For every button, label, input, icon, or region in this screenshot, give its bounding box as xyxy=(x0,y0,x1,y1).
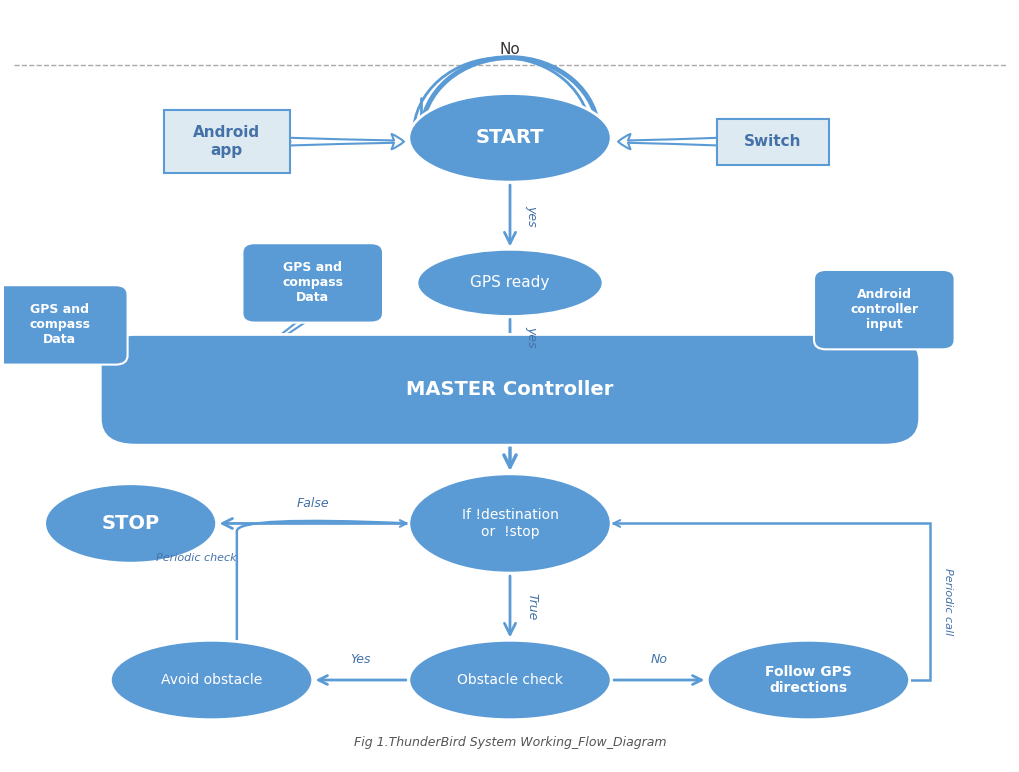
Text: Obstacle check: Obstacle check xyxy=(457,673,562,687)
Text: yes: yes xyxy=(525,205,538,226)
Text: No: No xyxy=(499,42,520,57)
Text: Switch: Switch xyxy=(744,134,801,149)
Text: GPS and
compass
Data: GPS and compass Data xyxy=(282,262,342,304)
Text: STOP: STOP xyxy=(102,514,160,533)
Text: True: True xyxy=(525,593,538,621)
Text: Follow GPS
directions: Follow GPS directions xyxy=(764,665,851,695)
Text: START: START xyxy=(475,128,544,147)
Ellipse shape xyxy=(409,640,610,720)
Text: Fig 1.ThunderBird System Working_Flow_Diagram: Fig 1.ThunderBird System Working_Flow_Di… xyxy=(354,736,665,749)
Text: No: No xyxy=(650,653,667,666)
Ellipse shape xyxy=(706,640,909,720)
Text: Android
controller
input: Android controller input xyxy=(850,288,917,331)
Ellipse shape xyxy=(110,640,313,720)
Ellipse shape xyxy=(417,249,602,317)
Ellipse shape xyxy=(409,93,610,182)
Text: GPS and
compass
Data: GPS and compass Data xyxy=(30,303,91,347)
Text: Periodic check: Periodic check xyxy=(156,553,236,563)
Text: GPS ready: GPS ready xyxy=(470,276,549,290)
Text: Periodic call: Periodic call xyxy=(943,568,952,635)
Text: yes: yes xyxy=(525,327,538,348)
Text: Android
app: Android app xyxy=(193,125,260,157)
FancyBboxPatch shape xyxy=(100,334,919,445)
Text: MASTER Controller: MASTER Controller xyxy=(406,381,613,399)
FancyBboxPatch shape xyxy=(243,243,383,323)
Ellipse shape xyxy=(409,474,610,573)
Text: Yes: Yes xyxy=(351,653,371,666)
Ellipse shape xyxy=(45,484,216,563)
Text: If !destination
or  !stop: If !destination or !stop xyxy=(462,508,557,539)
FancyBboxPatch shape xyxy=(163,110,289,173)
FancyBboxPatch shape xyxy=(813,270,954,350)
Text: Avoid obstacle: Avoid obstacle xyxy=(161,673,262,687)
FancyBboxPatch shape xyxy=(0,285,127,364)
FancyBboxPatch shape xyxy=(716,119,827,164)
Text: False: False xyxy=(297,496,329,510)
